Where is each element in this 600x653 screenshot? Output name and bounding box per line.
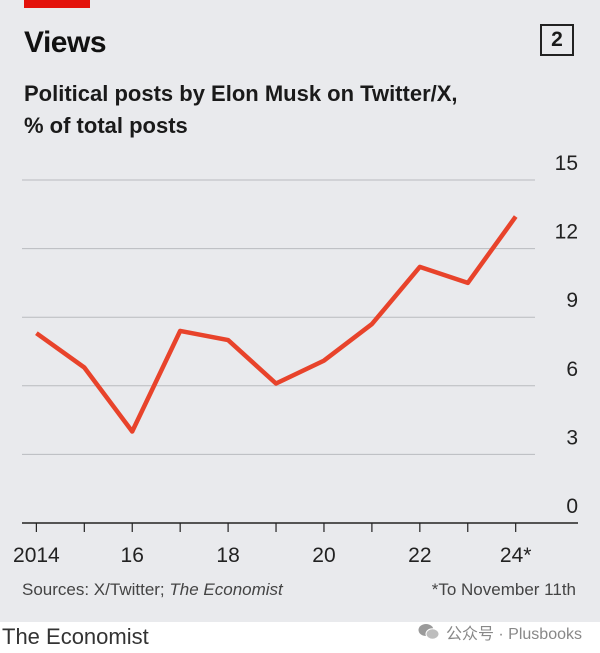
x-tick-label: 18 xyxy=(216,544,239,567)
x-tick-label: 2014 xyxy=(13,544,60,567)
y-tick-label: 0 xyxy=(566,495,578,518)
brand-label: The Economist xyxy=(2,624,149,649)
chart-number-badge: 2 xyxy=(540,24,574,56)
y-tick-label: 9 xyxy=(566,289,578,312)
sources-prefix: Sources: X/Twitter; xyxy=(22,580,170,599)
chart-subtitle-line1: Political posts by Elon Musk on Twitter/… xyxy=(24,81,458,106)
chart-subtitle-line2: % of total posts xyxy=(24,113,188,138)
sources-note: Sources: X/Twitter; The Economist xyxy=(22,580,283,600)
wechat-icon xyxy=(418,624,440,640)
x-tick-label: 16 xyxy=(121,544,144,567)
footnote: *To November 11th xyxy=(431,580,576,599)
x-tick-label: 22 xyxy=(408,544,431,567)
x-tick-label: 20 xyxy=(312,544,335,567)
chart-panel: Views 2 Political posts by Elon Musk on … xyxy=(0,0,600,622)
line-chart: 0 3 6 9 12 15 2014 16 18 20 22 24* xyxy=(13,152,578,567)
brand-red-tab xyxy=(24,0,90,8)
y-tick-label: 15 xyxy=(555,152,578,175)
section-title: Views xyxy=(24,26,107,59)
y-tick-label: 12 xyxy=(555,221,578,244)
chart-subtitle: Political posts by Elon Musk on Twitter/… xyxy=(24,78,544,142)
watermark: 公众号 · Plusbooks xyxy=(418,620,582,644)
watermark-text: 公众号 · Plusbooks xyxy=(445,626,582,643)
y-tick-label: 3 xyxy=(566,426,578,449)
sources-publication: The Economist xyxy=(169,580,283,599)
x-tick-label: 24* xyxy=(500,544,532,567)
series-line xyxy=(35,215,518,434)
y-tick-label: 6 xyxy=(566,358,578,381)
